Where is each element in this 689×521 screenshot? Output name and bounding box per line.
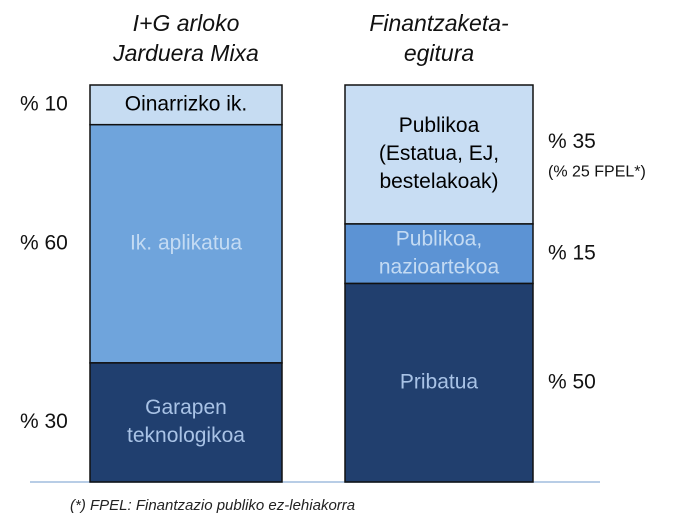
segment-label: Publikoa,: [396, 227, 482, 250]
segment-label: bestelakoak): [379, 170, 498, 193]
segment-label: Ik. aplikatua: [130, 231, 242, 254]
value-label: % 50: [548, 370, 596, 393]
annotation: (% 25 FPEL*): [548, 164, 646, 181]
footnote: (*) FPEL: Finantzazio publiko ez-lehiako…: [70, 497, 355, 514]
bar-segment: [344, 223, 534, 285]
bar-title: Jarduera Mixa: [112, 40, 259, 66]
segment-label: teknologikoa: [127, 424, 245, 447]
segment-label: Pribatua: [400, 370, 479, 393]
segment-label: Oinarrizko ik.: [125, 92, 248, 115]
value-label: % 35: [548, 130, 596, 153]
bar-title: egitura: [404, 40, 474, 66]
value-label: % 30: [20, 410, 68, 433]
bar-segment: [89, 362, 283, 483]
value-label: % 15: [548, 241, 596, 264]
bar-segment: [89, 123, 283, 364]
bar-title: I+G arloko: [133, 10, 240, 36]
segment-label: nazioartekoa: [379, 255, 500, 278]
value-label: % 60: [20, 231, 68, 254]
bar-title: Finantzaketa-: [369, 10, 509, 36]
segment-label: (Estatua, EJ,: [379, 142, 499, 165]
value-label: % 10: [20, 92, 68, 115]
segment-label: Publikoa: [399, 114, 480, 137]
segment-label: Garapen: [145, 396, 227, 419]
bar-segment: [344, 282, 534, 483]
